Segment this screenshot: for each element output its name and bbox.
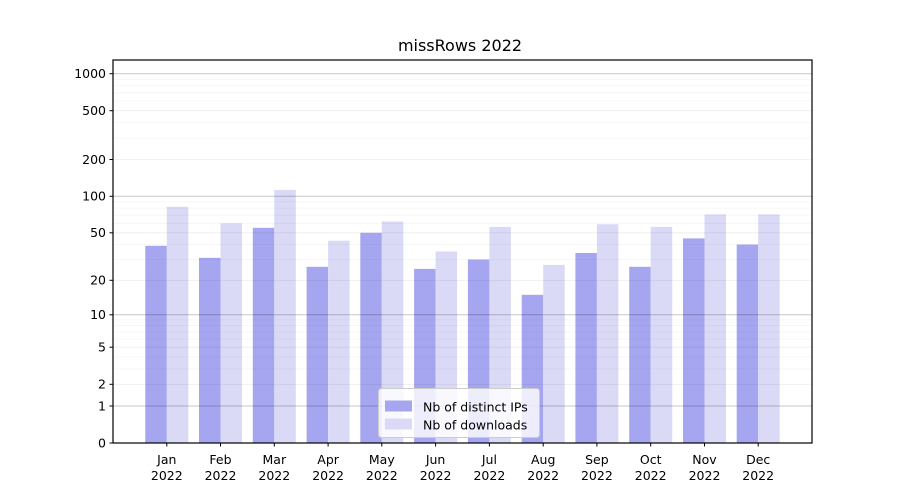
y-tick-label-200: 200 — [82, 152, 106, 167]
y-tick-label-2: 2 — [98, 377, 106, 392]
x-tick-label-mar: Mar — [263, 452, 287, 467]
y-tick-label-500: 500 — [82, 103, 106, 118]
bar-distinct-ips-sep — [575, 253, 597, 443]
bar-downloads-may — [381, 221, 404, 443]
plot-frame — [112, 59, 813, 444]
x-tick-year-apr: 2022 — [312, 468, 344, 483]
x-tick-label-feb: Feb — [209, 452, 231, 467]
x-tick-year-sep: 2022 — [581, 468, 613, 483]
legend-label-distinct-ips: Nb of distinct IPs — [423, 400, 528, 415]
x-tick-year-nov: 2022 — [689, 468, 721, 483]
y-tick-label-20: 20 — [90, 273, 106, 288]
bar-downloads-mar — [274, 189, 296, 443]
x-tick-year-aug: 2022 — [527, 468, 559, 483]
bar-downloads-jan — [166, 206, 189, 443]
legend-label-downloads: Nb of downloads — [423, 418, 527, 433]
bar-downloads-nov — [704, 214, 726, 443]
x-tick-label-aug: Aug — [531, 452, 555, 467]
x-tick-label-may: May — [369, 452, 395, 467]
bar-downloads-dec — [758, 214, 780, 443]
legend-box — [378, 388, 540, 438]
y-tick-label-5: 5 — [98, 340, 106, 355]
axes-group — [109, 59, 813, 447]
x-tick-year-jan: 2022 — [151, 468, 183, 483]
x-tick-year-feb: 2022 — [205, 468, 237, 483]
x-tick-year-oct: 2022 — [635, 468, 667, 483]
bar-distinct-ips-may — [360, 232, 382, 443]
x-tick-label-oct: Oct — [640, 452, 662, 467]
y-tick-label-0: 0 — [98, 435, 106, 450]
x-tick-label-sep: Sep — [585, 452, 609, 467]
x-tick-year-jul: 2022 — [473, 468, 505, 483]
bar-distinct-ips-dec — [736, 244, 759, 443]
x-tick-label-dec: Dec — [746, 452, 770, 467]
bar-distinct-ips-mar — [252, 227, 275, 443]
y-tick-label-100: 100 — [82, 189, 106, 204]
x-tick-label-jan: Jan — [156, 452, 176, 467]
bar-distinct-ips-jan — [145, 245, 167, 443]
bar-downloads-aug — [543, 264, 565, 443]
legend: Nb of distinct IPs Nb of downloads — [378, 388, 540, 438]
bar-downloads-oct — [650, 226, 673, 443]
chart-title: missRows 2022 — [398, 36, 522, 55]
bar-downloads-feb — [220, 223, 242, 443]
tick-labels-group: 01251020501002005001000Jan2022Feb2022Mar… — [74, 66, 774, 483]
bar-distinct-ips-nov — [683, 238, 705, 443]
x-tick-label-apr: Apr — [317, 452, 339, 467]
bar-distinct-ips-oct — [629, 266, 651, 443]
bar-downloads-apr — [328, 240, 350, 443]
x-tick-label-jul: Jul — [481, 452, 497, 467]
y-tick-label-50: 50 — [90, 225, 106, 240]
x-tick-year-may: 2022 — [366, 468, 398, 483]
x-tick-year-jun: 2022 — [420, 468, 452, 483]
bar-downloads-sep — [596, 224, 619, 443]
gridlines-group — [113, 73, 812, 407]
y-tick-label-1: 1 — [98, 398, 106, 413]
x-tick-label-nov: Nov — [692, 452, 717, 467]
x-tick-year-mar: 2022 — [258, 468, 290, 483]
x-tick-year-dec: 2022 — [742, 468, 774, 483]
bar-distinct-ips-apr — [306, 266, 329, 443]
y-tick-label-1000: 1000 — [74, 66, 106, 81]
legend-swatch-distinct-ips — [385, 400, 412, 412]
y-tick-label-10: 10 — [90, 307, 106, 322]
bar-distinct-ips-feb — [199, 257, 221, 443]
x-tick-label-jun: Jun — [425, 452, 446, 467]
legend-swatch-downloads — [385, 418, 412, 430]
